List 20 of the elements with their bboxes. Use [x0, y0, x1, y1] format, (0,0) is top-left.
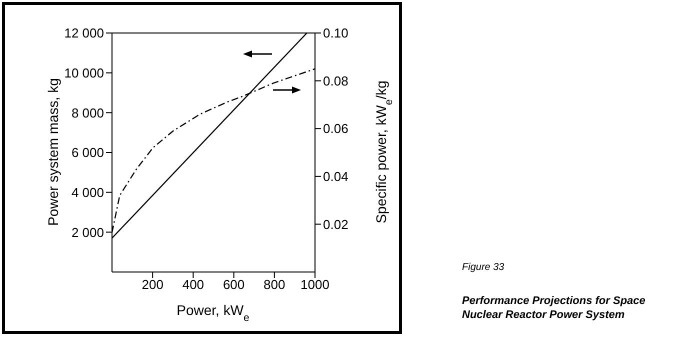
y-tick-label: 4 000 [71, 184, 104, 200]
y-axis-title: Power system mass, kg [45, 78, 61, 226]
y2-tick-label: 0.06 [323, 121, 348, 136]
y2-tick-label: 0.08 [323, 73, 348, 88]
y-tick-label: 2 000 [71, 224, 104, 240]
x-axis-title: Power, kW$_{e}$ [176, 302, 250, 324]
y-tick-label: 10 000 [64, 65, 104, 80]
y2-tick-label: 0.04 [323, 169, 348, 184]
caption: Figure 33 [462, 262, 504, 273]
text: Performance Projections for Space Nuclear Reactor Power System [462, 294, 646, 322]
y-tick-label: 8 000 [71, 105, 104, 120]
y2-tick-label: 0.02 [323, 216, 348, 232]
y-tick-label: 12 000 [64, 26, 104, 41]
x-tick-label: 1000 [300, 277, 330, 292]
x-tick-label: 200 [142, 277, 164, 292]
y-tick-label: 6 000 [71, 145, 104, 160]
x-tick-label: 600 [222, 277, 245, 292]
y2-tick-label: 0.10 [323, 26, 348, 41]
x-tick-label: 400 [182, 277, 204, 292]
x-tick-label: 800 [264, 277, 286, 292]
